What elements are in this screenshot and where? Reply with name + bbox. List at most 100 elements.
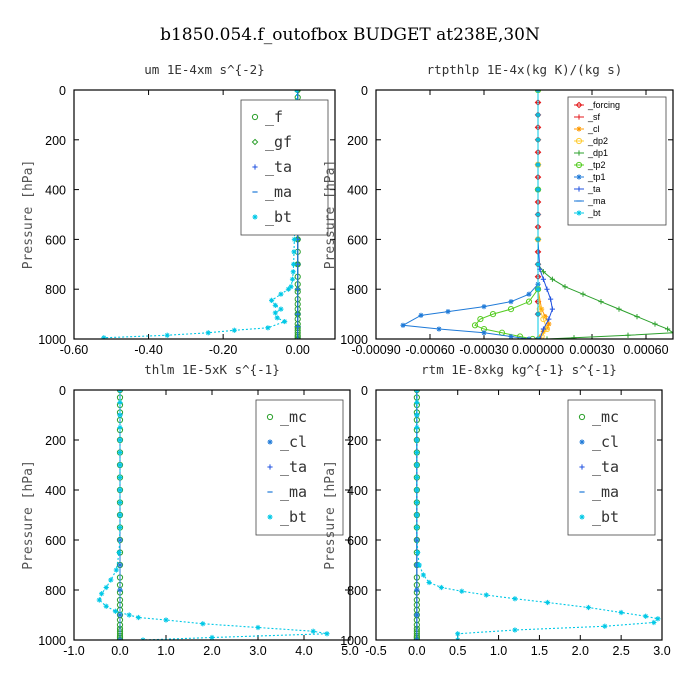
data-point bbox=[477, 315, 484, 323]
data-point bbox=[400, 322, 406, 328]
y-tick-label: 800 bbox=[45, 283, 66, 297]
data-point bbox=[117, 524, 123, 531]
data-point bbox=[571, 335, 577, 339]
legend-label: _bt bbox=[265, 208, 292, 226]
y-tick-label: 400 bbox=[347, 184, 368, 198]
plot-frame bbox=[73, 89, 336, 340]
series-group bbox=[413, 390, 661, 640]
x-tick-label: 0.00 bbox=[286, 343, 310, 357]
legend-label: _ta bbox=[592, 458, 619, 476]
legend-marker bbox=[575, 137, 583, 145]
x-tick-label: 2.0 bbox=[203, 644, 220, 658]
data-point bbox=[455, 631, 461, 637]
figure-title: b1850.054.f_outofbox BUDGET at238E,30N bbox=[160, 25, 540, 45]
y-tick-label: 0 bbox=[361, 384, 368, 398]
data-point bbox=[200, 621, 206, 627]
data-point bbox=[535, 187, 541, 193]
data-point bbox=[535, 286, 541, 292]
data-point bbox=[512, 627, 518, 633]
data-point bbox=[163, 617, 169, 623]
y-tick-label: 200 bbox=[347, 434, 368, 448]
data-point bbox=[117, 399, 123, 406]
x-tick-label: -0.20 bbox=[209, 343, 238, 357]
data-point bbox=[414, 412, 420, 418]
legend-label: _gf bbox=[265, 133, 292, 151]
data-point bbox=[112, 608, 118, 614]
legend-marker bbox=[576, 210, 582, 216]
x-tick-label: 0.0 bbox=[408, 644, 425, 658]
panel-title: um 1E-4xm s^{-2} bbox=[144, 62, 264, 77]
data-point bbox=[655, 616, 661, 622]
data-point bbox=[540, 315, 547, 323]
legend-label: _ma bbox=[265, 183, 292, 201]
data-point bbox=[643, 613, 649, 619]
x-tick-label: 1.5 bbox=[531, 644, 548, 658]
data-point bbox=[544, 336, 550, 339]
legend-marker bbox=[575, 161, 583, 169]
legend-marker bbox=[252, 214, 258, 220]
y-tick-label: 1000 bbox=[340, 333, 368, 347]
x-tick-label: 0.5 bbox=[449, 644, 466, 658]
series-line-tp2 bbox=[474, 90, 539, 339]
data-point bbox=[416, 562, 422, 568]
legend: _mc _cl _ta _ma _bt bbox=[567, 399, 656, 536]
data-point bbox=[536, 306, 543, 313]
legend-label: _bt bbox=[280, 508, 307, 526]
data-point bbox=[545, 599, 551, 606]
data-point bbox=[598, 299, 604, 305]
data-point bbox=[548, 296, 554, 302]
x-tick-label: -0.5 bbox=[365, 644, 387, 658]
data-point bbox=[117, 424, 123, 431]
legend: _mc _cl _ta _ma _bt bbox=[255, 399, 344, 536]
x-tick-label: -0.00060 bbox=[405, 343, 454, 357]
x-tick-label: 3.0 bbox=[653, 644, 670, 658]
data-point bbox=[414, 474, 420, 481]
data-point bbox=[525, 298, 533, 305]
data-point bbox=[414, 399, 420, 406]
data-point bbox=[562, 284, 568, 290]
y-tick-label: 0 bbox=[361, 84, 368, 98]
panel-title: thlm 1E-5xK s^{-1} bbox=[144, 362, 279, 377]
legend-label: _ta bbox=[280, 458, 307, 476]
data-point bbox=[117, 449, 123, 456]
data-point bbox=[414, 437, 420, 443]
legend-marker bbox=[267, 464, 273, 470]
legend-label: _forcing bbox=[587, 100, 620, 110]
data-point bbox=[272, 302, 278, 308]
legend-marker bbox=[579, 514, 585, 520]
data-point bbox=[481, 304, 487, 310]
legend-label: _f bbox=[265, 108, 283, 126]
data-point bbox=[231, 327, 237, 333]
data-point bbox=[535, 261, 541, 267]
data-point bbox=[418, 312, 424, 318]
legend-marker bbox=[576, 174, 582, 180]
data-point bbox=[459, 588, 465, 594]
data-point bbox=[414, 424, 420, 431]
legend-marker bbox=[575, 101, 583, 109]
series-line-tp1 bbox=[401, 90, 539, 339]
series-group bbox=[400, 90, 673, 339]
data-point bbox=[265, 325, 271, 331]
y-tick-label: 800 bbox=[45, 584, 66, 598]
x-tick-label: 4.0 bbox=[295, 644, 312, 658]
data-point bbox=[540, 269, 546, 275]
y-tick-label: 200 bbox=[45, 134, 66, 148]
data-point bbox=[546, 316, 552, 322]
data-point bbox=[99, 591, 105, 597]
data-point bbox=[508, 299, 514, 305]
x-tick-label: 1.0 bbox=[157, 644, 174, 658]
data-point bbox=[117, 487, 123, 493]
legend-marker bbox=[576, 126, 582, 132]
data-point bbox=[205, 330, 211, 336]
legend-label: _ma bbox=[587, 196, 606, 206]
data-point bbox=[108, 577, 114, 583]
legend-marker bbox=[267, 514, 273, 520]
legend-label: _bt bbox=[587, 208, 601, 218]
y-axis-label: Pressure [hPa] bbox=[323, 460, 338, 570]
data-point bbox=[164, 332, 170, 338]
data-point bbox=[489, 311, 497, 318]
data-point bbox=[634, 313, 640, 320]
legend-label: _ma bbox=[592, 483, 619, 501]
y-tick-label: 1000 bbox=[38, 333, 66, 347]
data-point bbox=[602, 623, 608, 629]
